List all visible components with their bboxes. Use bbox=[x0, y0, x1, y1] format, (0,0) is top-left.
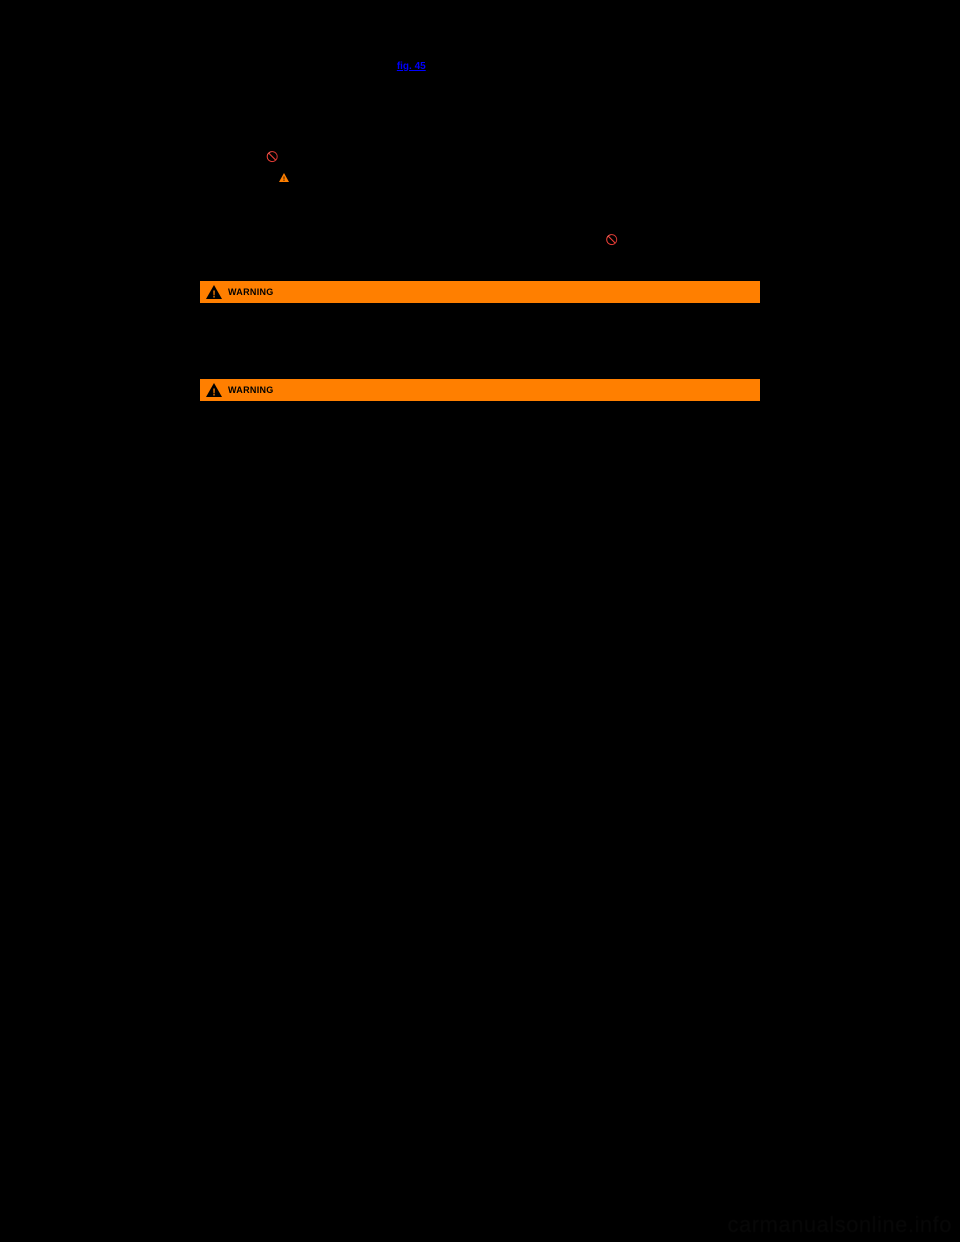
page-content: The safety belt height adjustment button… bbox=[200, 60, 760, 490]
paragraph-warning-light: The warning light ! comes on in the inst… bbox=[200, 173, 760, 202]
warning-light-heading: Warning light 🚫 and safety belt status d… bbox=[200, 152, 760, 163]
svg-text:!: ! bbox=[283, 177, 285, 182]
retractor-heading: Safety belt retractor, pretensioner, lim… bbox=[200, 358, 760, 369]
warning-bar-1: ! WARNING bbox=[200, 281, 760, 303]
paragraph-status-display: Depending on the vehicle equipment, a sa… bbox=[200, 220, 760, 264]
warning-label-2: WARNING bbox=[228, 385, 274, 395]
paragraph-adjustment: The safety belt height adjustment button… bbox=[200, 60, 760, 89]
paragraph-after-adjust: After adjusting, pull on the shoulder be… bbox=[200, 107, 760, 122]
warning-2-bullet: • Always have the safety belt pretension… bbox=[200, 443, 760, 472]
watermark: carmanualsonline.info bbox=[727, 1212, 952, 1238]
warning-icon: ! bbox=[206, 383, 222, 397]
warning-2-text: Improper handling of the safety belt pre… bbox=[200, 411, 760, 426]
fig-45-link[interactable]: fig. 45 bbox=[397, 61, 426, 72]
warning-label-1: WARNING bbox=[228, 287, 274, 297]
warning-bar-2: ! WARNING bbox=[200, 379, 760, 401]
warning-icon: ! bbox=[206, 285, 222, 299]
para3-pre: The warning light bbox=[200, 174, 279, 185]
svg-text:!: ! bbox=[212, 290, 215, 300]
warning-1-text: Never adjust the belt height while the v… bbox=[200, 313, 760, 328]
warning-triangle-icon: ! bbox=[279, 173, 289, 182]
svg-text:!: ! bbox=[212, 387, 215, 397]
para1-pre: The safety belt height adjustment button… bbox=[200, 61, 397, 72]
